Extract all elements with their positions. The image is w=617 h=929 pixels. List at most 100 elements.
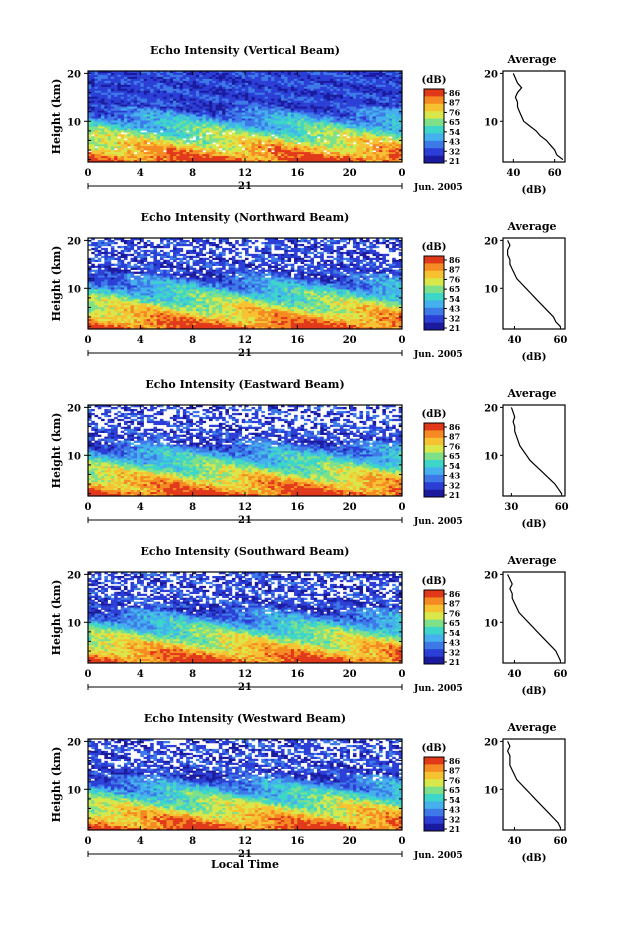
heatmap-cell [144,158,148,160]
heatmap-cell [245,240,249,242]
heatmap-cell [265,130,269,132]
heatmap-cell [219,240,223,242]
heatmap-cell [307,77,311,79]
heatmap-cell [301,122,305,124]
heatmap-cell [111,73,115,75]
heatmap-cell [343,117,347,119]
heatmap-cell [379,132,383,134]
heatmap-cell [98,146,102,148]
heatmap-cell [252,101,256,103]
heatmap-cell [153,128,157,130]
heatmap-cell [124,89,128,91]
heatmap-cell [317,134,321,136]
heatmap-cell [359,126,363,128]
heatmap-cell [395,130,399,132]
heatmap-cell [180,87,184,89]
heatmap-cell [225,81,229,83]
heatmap-cell [167,138,171,140]
heatmap-cell [310,126,314,128]
heatmap-cell [343,103,347,105]
heatmap-cell [320,89,324,91]
heatmap-cell [199,117,203,119]
heatmap-cell [91,136,95,138]
heatmap-cell [147,73,151,75]
heatmap-cell [153,124,157,126]
heatmap-cell [245,95,249,97]
heatmap-cell [127,156,131,158]
heatmap-cell [268,156,272,158]
heatmap-cell [271,254,275,256]
heatmap-cell [108,105,112,107]
heatmap-cell [111,109,115,111]
heatmap-cell [180,81,184,83]
heatmap-cell [114,117,118,119]
heatmap-cell [291,109,295,111]
heatmap-cell [386,97,390,99]
heatmap-cell [248,75,252,77]
heatmap-cell [222,85,226,87]
heatmap-cell [180,105,184,107]
heatmap-cell [117,99,121,101]
heatmap-cell [330,134,334,136]
heatmap-cell [268,111,272,113]
heatmap-cell [147,118,151,120]
heatmap-cell [189,85,193,87]
heatmap-cell [359,154,363,156]
heatmap-cell [301,103,305,105]
heatmap-cell [150,150,154,152]
heatmap-cell [310,95,314,97]
heatmap-cell [281,254,285,256]
heatmap-cell [160,124,164,126]
heatmap-cell [291,136,295,138]
heatmap-cell [359,124,363,126]
heatmap-cell [281,124,285,126]
heatmap-cell [124,256,128,258]
heatmap-cell [134,99,138,101]
heatmap-cell [301,152,305,154]
heatmap-cell [150,132,154,134]
heatmap-cell [255,101,259,103]
heatmap-cell [157,254,161,256]
heatmap-cell [98,101,102,103]
heatmap-cell [199,95,203,97]
heatmap-cell [150,128,154,130]
heatmap-cell [389,75,393,77]
heatmap-cell [317,95,321,97]
heatmap-cell [395,107,399,109]
heatmap-cell [176,244,180,246]
heatmap-cell [121,73,125,75]
heatmap-cell [382,142,386,144]
heatmap-cell [294,91,298,93]
heatmap-cell [320,158,324,160]
heatmap-cell [212,118,216,120]
heatmap-cell [137,124,141,126]
heatmap-cell [183,89,187,91]
heatmap-cell [212,152,216,154]
heatmap-cell [108,122,112,124]
heatmap-cell [219,242,223,244]
heatmap-cell [147,130,151,132]
heatmap-cell [108,107,112,109]
heatmap-cell [111,117,115,119]
heatmap-cell [173,109,177,111]
heatmap-cell [111,91,115,93]
heatmap-cell [114,93,118,95]
heatmap-cell [288,118,292,120]
heatmap-cell [108,77,112,79]
heatmap-cell [245,109,249,111]
heatmap-cell [222,109,226,111]
heatmap-cell [271,109,275,111]
heatmap-cell [193,97,197,99]
heatmap-cell [153,103,157,105]
heatmap-cell [114,103,118,105]
heatmap-cell [294,146,298,148]
heatmap-cell [369,136,373,138]
heatmap-cell [127,140,131,142]
heatmap-cell [104,150,108,152]
heatmap-cell [350,124,354,126]
heatmap-cell [301,115,305,117]
heatmap-cell [278,140,282,142]
heatmap-cell [278,144,282,146]
heatmap-cell [274,89,278,91]
heatmap-cell [242,95,246,97]
